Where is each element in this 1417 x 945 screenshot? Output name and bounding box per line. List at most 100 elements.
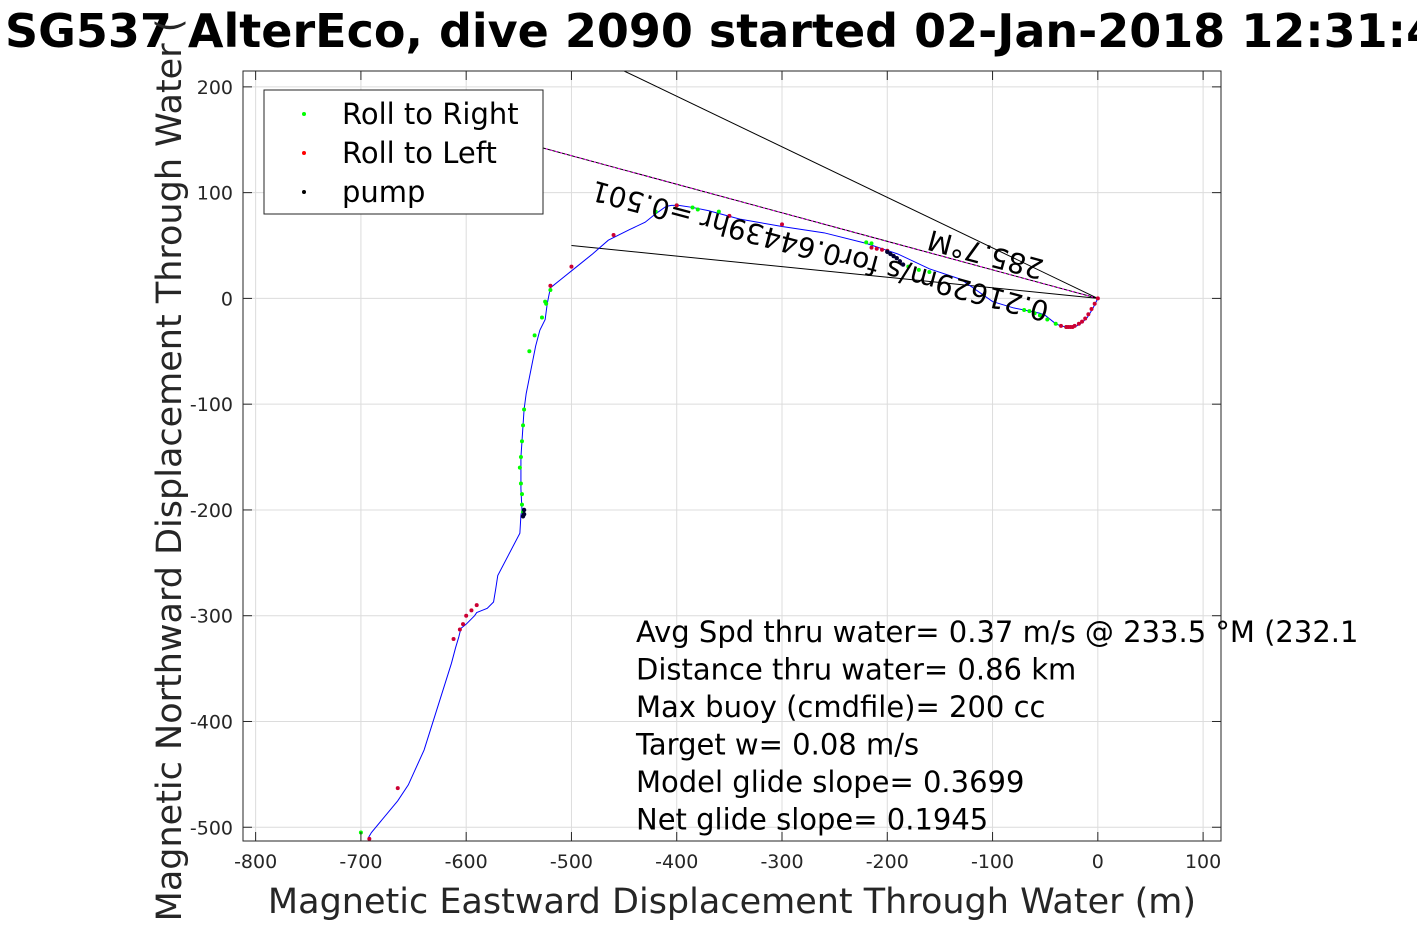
roll-left-point xyxy=(367,836,372,841)
roll-right-point xyxy=(653,209,658,214)
roll-right-point xyxy=(519,439,524,444)
x-tick-label: -600 xyxy=(445,851,488,873)
legend-marker xyxy=(302,190,306,194)
heading-line xyxy=(623,71,1099,299)
roll-left-point xyxy=(727,213,732,218)
roll-left-point xyxy=(1076,321,1081,326)
roll-left-point xyxy=(451,636,456,641)
pump-point xyxy=(891,253,896,259)
roll-left-point xyxy=(548,283,553,288)
heading-line xyxy=(571,245,1098,299)
y-axis-label: Magnetic Northward Displacement Through … xyxy=(150,19,190,922)
roll-left-point xyxy=(457,627,462,632)
roll-right-point xyxy=(527,349,532,354)
roll-right-point xyxy=(1037,313,1042,318)
y-tick-label: 100 xyxy=(197,183,233,205)
roll-right-point xyxy=(690,205,695,210)
pump-point xyxy=(520,514,526,519)
legend-marker xyxy=(302,151,306,155)
stats-annotation: Max buoy (cmdfile)= 200 cc xyxy=(636,690,1045,724)
roll-left-point xyxy=(1092,301,1097,306)
x-tick-label: -500 xyxy=(550,851,593,873)
pump-point xyxy=(885,249,890,255)
roll-right-point xyxy=(519,502,524,507)
roll-right-point xyxy=(519,492,524,497)
roll-right-point xyxy=(927,269,932,274)
y-tick-label: -500 xyxy=(190,817,233,839)
roll-right-point xyxy=(521,423,526,428)
legend-box xyxy=(263,89,544,215)
legend-label: Roll to Right xyxy=(342,97,519,131)
roll-right-point xyxy=(1032,311,1037,316)
roll-left-point xyxy=(1080,319,1085,324)
roll-left-point xyxy=(1058,323,1063,328)
y-tick-label: -300 xyxy=(190,606,233,628)
roll-left-point xyxy=(1089,306,1094,311)
legend-marker xyxy=(302,112,306,116)
roll-left-point xyxy=(869,245,874,250)
roll-right-point xyxy=(864,240,869,245)
roll-left-point xyxy=(1070,324,1075,329)
roll-right-point xyxy=(695,207,700,212)
roll-right-point xyxy=(1022,308,1027,313)
stats-annotation: Net glide slope= 0.1945 xyxy=(636,803,988,837)
x-tick-label: 100 xyxy=(1185,851,1221,873)
roll-right-point xyxy=(548,287,553,292)
x-tick-label: -700 xyxy=(339,851,382,873)
roll-left-point xyxy=(464,613,469,618)
roll-left-point xyxy=(611,232,616,237)
chart-title: SG537 AlterEco, dive 2090 started 02-Jan… xyxy=(5,4,1417,58)
x-tick-label: -400 xyxy=(655,851,698,873)
roll-right-point xyxy=(916,267,921,272)
roll-right-point xyxy=(532,333,537,338)
roll-right-point xyxy=(1045,317,1050,322)
y-tick-label: -200 xyxy=(190,500,233,522)
pump-point xyxy=(900,262,906,267)
roll-left-point xyxy=(1095,296,1100,301)
roll-left-point xyxy=(1066,324,1071,329)
heading-dotted-line xyxy=(539,146,1098,299)
roll-right-point xyxy=(1053,321,1058,326)
roll-right-point xyxy=(1027,309,1032,314)
stats-annotation: Distance thru water= 0.86 km xyxy=(636,653,1076,687)
roll-right-point xyxy=(543,299,548,304)
roll-right-point xyxy=(522,407,527,412)
x-tick-label: -300 xyxy=(760,851,803,873)
roll-right-point xyxy=(716,209,721,214)
y-tick-label: -400 xyxy=(190,711,233,733)
roll-left-point xyxy=(395,786,400,791)
pump-point xyxy=(888,251,893,257)
x-tick-label: -100 xyxy=(971,851,1014,873)
pump-point xyxy=(521,507,527,513)
roll-left-point xyxy=(469,608,474,613)
pump-point xyxy=(894,256,899,261)
stats-annotation: Avg Spd thru water= 0.37 m/s @ 233.5 °M … xyxy=(636,615,1358,649)
roll-right-point xyxy=(517,465,522,470)
stats-annotation: Target w= 0.08 m/s xyxy=(635,728,919,762)
y-tick-label: 0 xyxy=(221,288,233,310)
roll-left-point xyxy=(674,203,679,208)
x-tick-label: -200 xyxy=(866,851,909,873)
roll-left-point xyxy=(1083,316,1088,321)
legend-label: Roll to Left xyxy=(342,136,497,170)
roll-left-point xyxy=(569,264,574,269)
roll-left-point xyxy=(1086,312,1091,317)
x-tick-label: -800 xyxy=(234,851,277,873)
roll-left-point xyxy=(880,247,885,252)
roll-right-point xyxy=(518,455,523,460)
roll-left-point xyxy=(474,603,479,608)
roll-right-point xyxy=(869,241,874,246)
y-tick-label: 200 xyxy=(197,77,233,99)
track-line xyxy=(367,204,1099,839)
roll-right-point xyxy=(906,264,911,269)
x-axis-label: Magnetic Eastward Displacement Through W… xyxy=(268,882,1196,922)
roll-left-point xyxy=(461,622,466,627)
x-tick-label: 0 xyxy=(1092,851,1104,873)
roll-left-point xyxy=(780,222,785,227)
y-tick-label: -100 xyxy=(190,394,233,416)
roll-right-point xyxy=(539,315,544,320)
plot-frame xyxy=(242,70,1222,842)
legend-label: pump xyxy=(342,175,425,209)
roll-left-point xyxy=(874,246,879,251)
